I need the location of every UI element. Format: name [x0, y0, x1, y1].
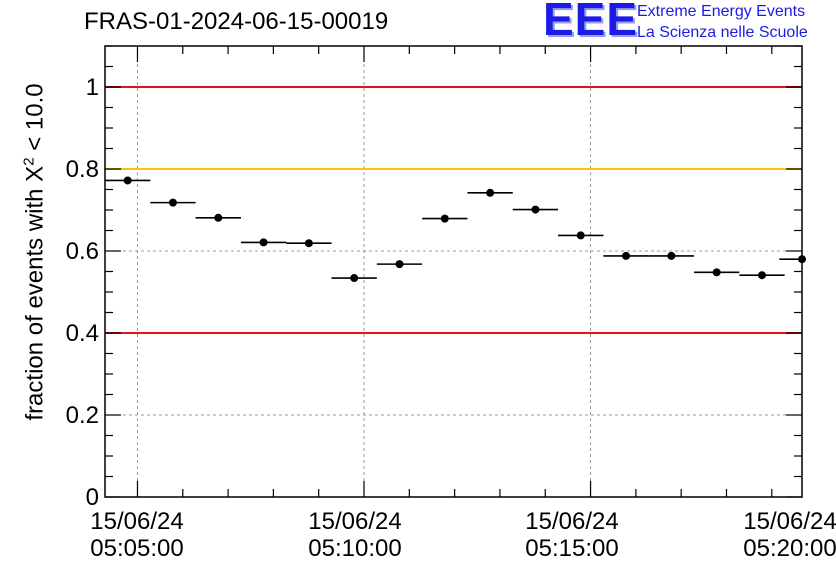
- x-tick-label: 15/06/24 05:05:00: [90, 508, 184, 562]
- plot-frame: [104, 45, 803, 498]
- x-tick-label: 15/06/24 05:20:00: [743, 508, 836, 562]
- data-point: [440, 214, 449, 223]
- data-point: [667, 251, 676, 260]
- x-tick-label: 15/06/24 05:15:00: [525, 508, 619, 562]
- data-point: [757, 271, 766, 280]
- data-point: [168, 198, 177, 207]
- y-tick-label: 1: [86, 74, 99, 101]
- y-axis-label: fraction of events with X2 < 10.0: [21, 83, 50, 420]
- y-tick-label: 0.4: [66, 320, 99, 347]
- data-point: [622, 251, 631, 260]
- x-tick-label: 15/06/24 05:10:00: [308, 508, 402, 562]
- data-point: [576, 231, 585, 240]
- data-point: [712, 268, 721, 277]
- data-point: [304, 239, 313, 248]
- data-point: [259, 238, 268, 247]
- y-axis-label-prefix: fraction of events with X: [21, 165, 49, 421]
- chart-title: FRAS-01-2024-06-15-00019: [84, 8, 389, 35]
- data-point: [350, 274, 359, 283]
- data-point: [123, 176, 132, 185]
- y-axis-label-sup: 2: [20, 157, 38, 166]
- y-axis-label-suffix: < 10.0: [21, 83, 49, 158]
- data-point: [798, 255, 806, 264]
- y-tick-label: 0.6: [66, 238, 99, 265]
- y-tick-label: 0: [86, 484, 99, 511]
- data-point: [486, 188, 495, 197]
- data-point: [214, 213, 223, 222]
- eee-logo: EEE: [543, 0, 639, 45]
- logo-text-line1: Extreme Energy Events: [637, 3, 806, 20]
- y-tick-label: 0.2: [66, 402, 99, 429]
- data-point: [531, 205, 540, 214]
- y-tick-label: 0.8: [66, 156, 99, 183]
- logo-text-line2: La Scienza nelle Scuole: [637, 24, 808, 41]
- data-point: [395, 260, 404, 269]
